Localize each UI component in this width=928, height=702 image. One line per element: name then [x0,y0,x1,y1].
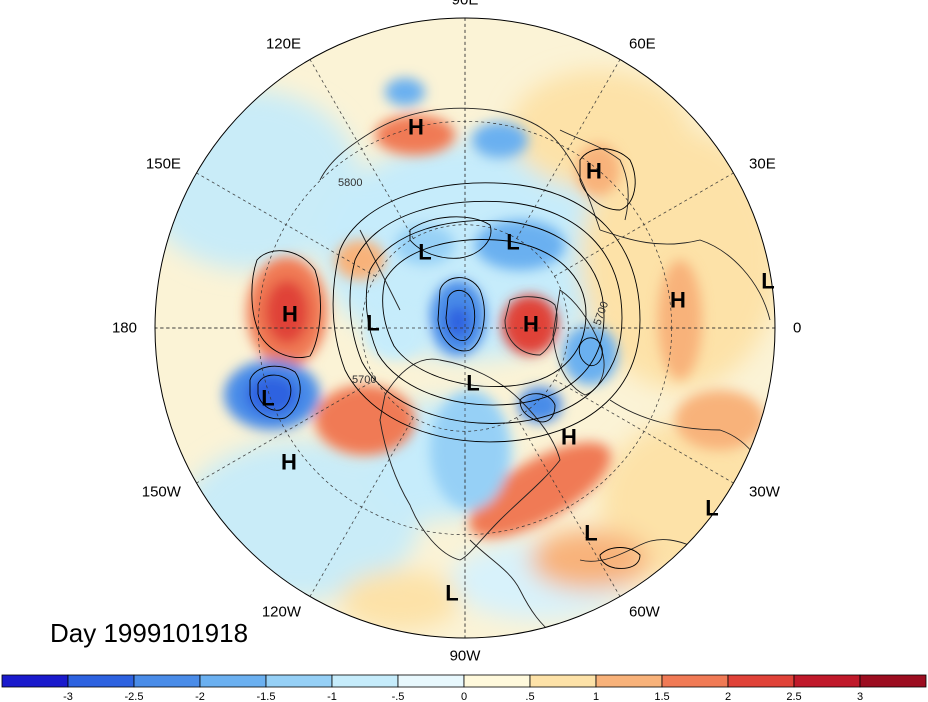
longitude-labels: 90E 60E 30E 0 30W 60W 90W 120W 150W 180 150E 120E [112,0,801,665]
longitude-label: 120W [262,604,302,621]
colorbar-tick-label: 2 [725,691,731,702]
colorbar-swatch [397,674,465,688]
contour-label: 5700 [352,374,376,386]
pressure-centers: H H L L H L L H L H L L H H L L L H [261,115,774,606]
colorbar-swatch [331,674,399,688]
meridian-line [516,417,621,597]
colorbar-swatch [793,674,861,688]
polar-map: 90E 60E 30E 0 30W 60W 90W 120W 150W 180 150E 120E 5… [112,0,801,665]
longitude-label: 150W [142,484,182,501]
colorbar-tick-label: -.5 [392,691,405,702]
longitude-label: 180 [112,320,137,337]
meridian-line [554,172,734,277]
anomaly-field [155,18,775,638]
longitude-label: 90E [452,0,479,9]
colorbar-swatch [859,674,927,688]
colorbar: -3 -2.5 -2 -1.5 -1 -.5 0 .5 1 1.5 2 2.5 3 [1,674,927,702]
longitude-label: 30W [749,484,781,501]
meridian-line [309,59,414,239]
pressure-center-label: H [670,288,686,313]
pressure-center-label: L [366,311,379,336]
pressure-center-label: H [523,312,539,337]
colorbar-swatch [199,674,267,688]
pressure-center-label: H [408,115,424,140]
colorbar-swatch [463,674,531,688]
longitude-label: 150E [146,156,181,173]
colorbar-swatch [1,674,69,688]
colorbar-tick-label: -2.5 [125,691,144,702]
meridian-line [196,379,376,484]
colorbar-tick-label: 1.5 [654,691,669,702]
colorbar-tick-label: 0 [461,691,467,702]
colorbar-tick-label: -2 [195,691,205,702]
colorbar-tick-label: 2.5 [786,691,801,702]
plot-title: Day 1999101918 [50,618,249,648]
contour-label: 5800 [338,177,362,189]
meridians [155,18,775,638]
meridian-line [196,172,376,277]
pressure-center-label: L [761,269,774,294]
meridian-line [516,59,621,239]
colorbar-swatch [529,674,597,688]
pressure-center-label: L [418,240,431,265]
longitude-label: 0 [793,320,801,337]
colorbar-swatch [67,674,135,688]
colorbar-tick-label: -3 [63,691,73,702]
colorbar-tick-label: 3 [857,691,863,702]
colorbar-swatch [661,674,729,688]
longitude-label: 30E [749,156,776,173]
map-boundary [154,17,776,639]
pressure-center-label: L [584,521,597,546]
meridian-line [309,417,414,597]
colorbar-swatch [265,674,333,688]
pressure-center-label: L [506,230,519,255]
longitude-label: 60W [629,604,661,621]
pressure-center-label: H [561,425,577,450]
longitude-label: 60E [629,35,656,52]
colorbar-tick-label: -1 [327,691,337,702]
pressure-center-label: H [586,159,602,184]
longitude-label: 90W [450,648,482,665]
pressure-center-label: L [445,581,458,606]
pressure-center-label: L [705,496,718,521]
pressure-center-label: L [466,371,479,396]
colorbar-swatch [727,674,795,688]
pressure-center-label: H [282,302,298,327]
colorbar-tick-label: 1 [593,691,599,702]
height-contours [249,148,641,569]
colorbar-tick-label: .5 [525,691,534,702]
pressure-center-label: H [281,450,297,475]
longitude-label: 120E [266,35,301,52]
colorbar-tick-label: -1.5 [257,691,276,702]
meridian-line [554,379,734,484]
pressure-center-label: L [261,386,274,411]
colorbar-swatch [133,674,201,688]
colorbar-swatch [595,674,663,688]
